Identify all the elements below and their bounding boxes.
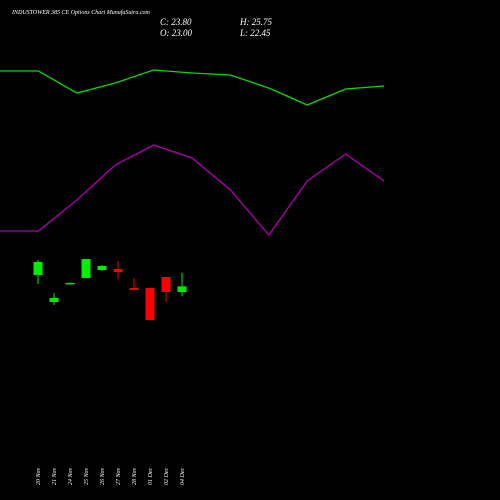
candle-body [65, 282, 75, 285]
candle-body [49, 298, 59, 303]
indicator-line [0, 69, 385, 106]
x-tick-label: 04 Dec [179, 468, 186, 485]
x-tick-label: 21 Nov [52, 467, 58, 485]
indicator-line [0, 144, 385, 237]
x-tick-label: 24 Nov [67, 467, 74, 485]
x-tick-label: 27 Nov [116, 467, 122, 485]
candle-body [113, 268, 123, 272]
candle-body [161, 277, 171, 292]
candle-body [129, 288, 139, 290]
x-tick-label: 02 Dec [164, 468, 170, 485]
candle-body [177, 286, 187, 292]
open-info: O: 23.00 [160, 28, 192, 38]
x-tick-label: 26 Nov [100, 467, 106, 485]
x-tick-label: 20 Nov [36, 467, 42, 485]
high-info: H: 25.75 [239, 17, 272, 27]
candle-body [145, 288, 155, 320]
x-tick-label: 01 Dec [148, 468, 154, 485]
x-tick-label: 25 Nov [84, 467, 90, 485]
candle-body [81, 259, 91, 278]
low-info: L: 22.45 [239, 28, 271, 38]
candle-body [97, 266, 107, 271]
candle-body [33, 261, 43, 275]
chart-title: INDUSTOWER 385 CE Options Chart MunafaSu… [11, 9, 151, 16]
close-info: C: 23.80 [160, 17, 192, 27]
x-tick-label: 28 Nov [132, 467, 138, 485]
